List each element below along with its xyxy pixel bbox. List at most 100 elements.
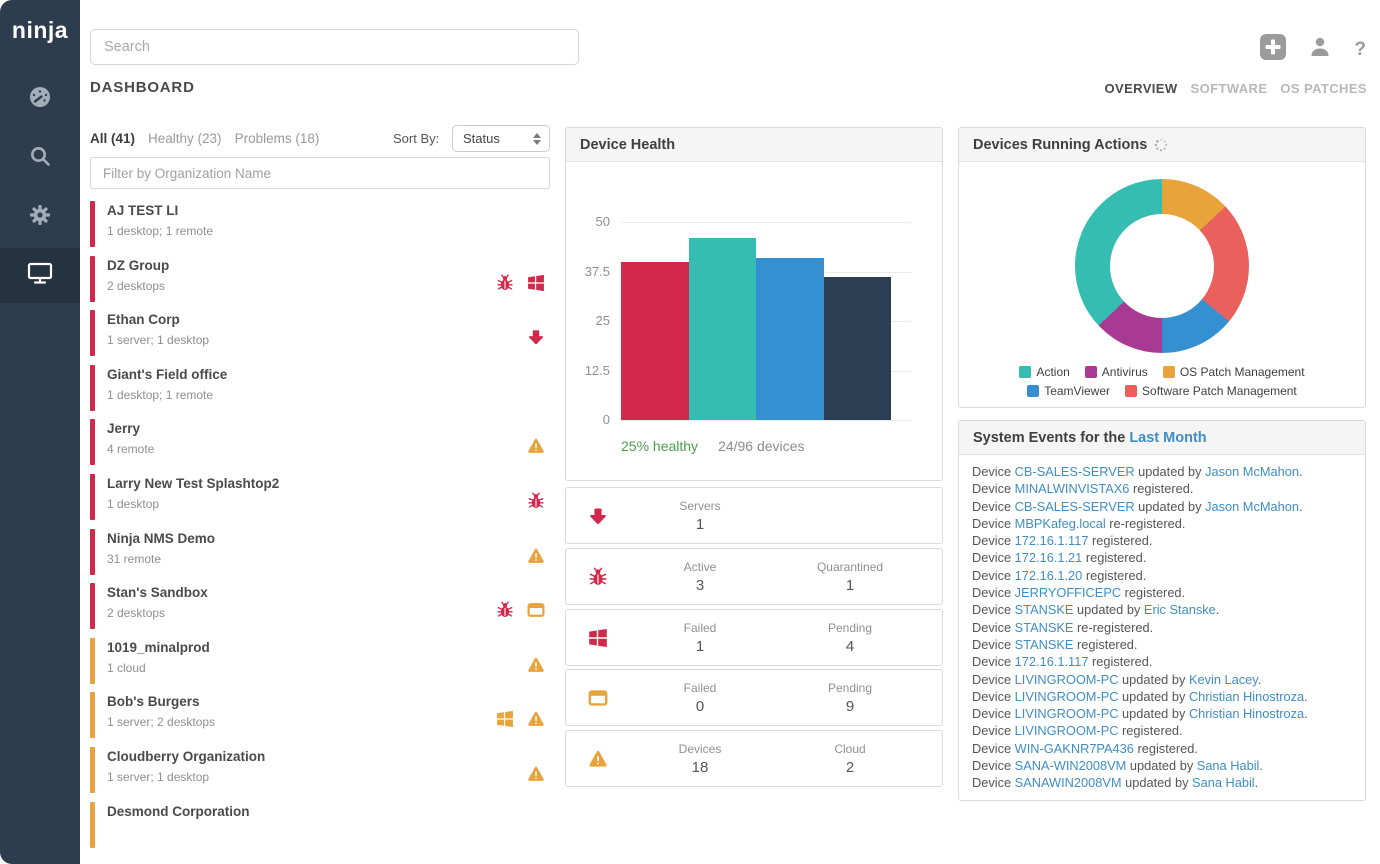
legend-swatch [1084, 366, 1097, 378]
event-link[interactable]: SANAWIN2008VM [1014, 775, 1122, 791]
app-window-icon [527, 601, 545, 624]
device-health-stat-row[interactable]: Active 3 Quarantined 1 [565, 548, 943, 605]
event-link[interactable]: STANSKE [1014, 602, 1074, 618]
event-link[interactable]: CB-SALES-SERVER [1014, 498, 1135, 514]
org-list-item[interactable]: Giant's Field office 1 desktop; 1 remote [90, 361, 550, 416]
filter-healthy[interactable]: Healthy (23) [148, 131, 222, 146]
device-health-stat-row[interactable]: Servers 1 [565, 487, 943, 544]
system-event: Device WIN-GAKNR7PA436 registered. [972, 740, 1352, 757]
event-link[interactable]: 172.16.1.117 [1014, 533, 1089, 549]
y-tick-label: 12.5 [584, 362, 610, 378]
event-link[interactable]: Jason McMahon [1205, 498, 1299, 514]
filter-all[interactable]: All (41) [90, 131, 136, 146]
org-list-item[interactable]: AJ TEST LI 1 desktop; 1 remote [90, 197, 550, 252]
org-list-item[interactable]: Stan's Sandbox 2 desktops [90, 579, 550, 634]
org-list-item[interactable]: Larry New Test Splashtop2 1 desktop [90, 470, 550, 525]
org-status-icons [496, 274, 545, 297]
add-icon[interactable] [1260, 34, 1287, 65]
event-text: Device [972, 550, 1015, 566]
event-link[interactable]: Jason McMahon [1205, 464, 1299, 479]
event-link[interactable]: Sana Habil [1196, 758, 1260, 774]
event-link[interactable]: 172.16.1.117 [1014, 654, 1089, 670]
sidebar-item-search[interactable] [0, 131, 80, 186]
org-name: Stan's Sandbox [107, 585, 208, 601]
system-event: Device 172.16.1.117 registered. [972, 653, 1352, 670]
org-list-item[interactable]: Jerry 4 remote [90, 415, 550, 470]
sidebar-item-devices[interactable] [0, 248, 80, 303]
device-health-stat-row[interactable]: Devices 18 Cloud 2 [565, 730, 943, 787]
org-list-item[interactable]: 1019_minalprod 1 cloud [90, 634, 550, 689]
org-list-item[interactable]: Cloudberry Organization 1 server; 1 deskt… [90, 743, 550, 798]
event-link[interactable]: MINALWINVISTAX6 [1014, 481, 1130, 497]
sidebar-item-dashboard[interactable] [0, 72, 80, 127]
stat-col: Devices 18 [630, 742, 770, 776]
event-text: . [1215, 602, 1220, 618]
event-link[interactable]: LIVINGROOM-PC [1014, 688, 1119, 704]
device-health-stat-row[interactable]: Failed 0 Pending 9 [565, 669, 943, 726]
org-status-icons [527, 328, 545, 351]
event-link[interactable]: Kevin Lacey [1188, 671, 1258, 687]
event-text: . [1304, 706, 1308, 722]
system-event: Device CB-SALES-SERVER updated by Jason … [972, 498, 1352, 515]
event-link[interactable]: CB-SALES-SERVER [1014, 464, 1135, 479]
actions-donut-chart [1075, 179, 1249, 353]
event-link[interactable]: LIVINGROOM-PC [1014, 671, 1119, 687]
last-month-link[interactable]: Last Month [1129, 429, 1207, 446]
device-health-stat-row[interactable]: Failed 1 Pending 4 [565, 609, 943, 666]
event-link[interactable]: LIVINGROOM-PC [1014, 706, 1119, 722]
event-text: Device [972, 585, 1015, 601]
org-list-item[interactable]: DZ Group 2 desktops [90, 252, 550, 307]
org-status-bar [90, 201, 95, 247]
event-link[interactable]: Sana Habil [1192, 775, 1255, 791]
bug-icon [496, 274, 514, 297]
org-list-item[interactable]: Ethan Corp 1 server; 1 desktop [90, 306, 550, 361]
org-list-item[interactable]: Bob's Burgers 1 server; 2 desktops [90, 688, 550, 743]
legend-swatch [1162, 366, 1175, 378]
org-list-item[interactable]: Desmond Corporation [90, 798, 550, 853]
stat-value: 18 [691, 758, 709, 776]
search-icon [28, 144, 52, 173]
event-link[interactable]: STANSKE [1014, 636, 1074, 652]
event-link[interactable]: STANSKE [1014, 619, 1074, 635]
event-link[interactable]: SANA-WIN2008VM [1014, 758, 1127, 774]
event-text: updated by [1073, 602, 1144, 618]
search-input[interactable] [90, 29, 579, 65]
event-link[interactable]: Christian Hinostroza [1188, 688, 1305, 704]
event-text: Device [972, 758, 1015, 774]
event-link[interactable]: JERRYOFFICEPC [1014, 585, 1122, 601]
event-link[interactable]: WIN-GAKNR7PA436 [1014, 740, 1134, 756]
event-link[interactable]: 172.16.1.20 [1014, 567, 1083, 583]
org-name: AJ TEST LI [107, 203, 179, 218]
tab-os-patches[interactable]: OS PATCHES [1280, 81, 1367, 96]
event-link[interactable]: Christian Hinostroza [1188, 706, 1305, 722]
event-text: registered. [1082, 567, 1147, 583]
event-text: Device [972, 619, 1015, 635]
event-link[interactable]: Eric Stanske [1143, 602, 1216, 618]
health-bar [823, 277, 891, 420]
tab-software[interactable]: SOFTWARE [1190, 81, 1268, 96]
event-link[interactable]: LIVINGROOM-PC [1014, 723, 1119, 739]
system-event: Device 172.16.1.21 registered. [972, 549, 1352, 566]
filter-problems[interactable]: Problems (18) [234, 131, 320, 146]
user-icon[interactable] [1308, 35, 1332, 64]
event-text: Device [972, 740, 1015, 756]
system-event: Device STANSKE re-registered. [972, 619, 1352, 636]
stat-value: 3 [695, 576, 705, 594]
event-link[interactable]: 172.16.1.21 [1014, 550, 1083, 566]
help-icon[interactable]: ? [1354, 38, 1366, 60]
event-link[interactable]: MBPKafeg.local [1014, 515, 1106, 531]
stat-value: 1 [845, 576, 855, 594]
gear-icon [28, 203, 52, 232]
event-text: registered. [1133, 740, 1198, 756]
org-filter-input[interactable] [90, 157, 550, 189]
device-health-chart: 25% healthy 24/96 devices 0 12.5 25 37.5 50 [566, 162, 942, 480]
tab-overview[interactable]: OVERVIEW [1104, 81, 1178, 96]
sidebar-item-settings[interactable] [0, 190, 80, 245]
org-list-item[interactable]: Ninja NMS Demo 31 remote [90, 525, 550, 580]
legend-swatch [1027, 385, 1040, 397]
warning-icon [527, 656, 545, 679]
y-tick-label: 50 [595, 214, 610, 229]
sort-select[interactable]: Status [452, 125, 550, 152]
org-device-summary: 31 remote [107, 551, 162, 566]
org-name: Giant's Field office [107, 366, 228, 382]
